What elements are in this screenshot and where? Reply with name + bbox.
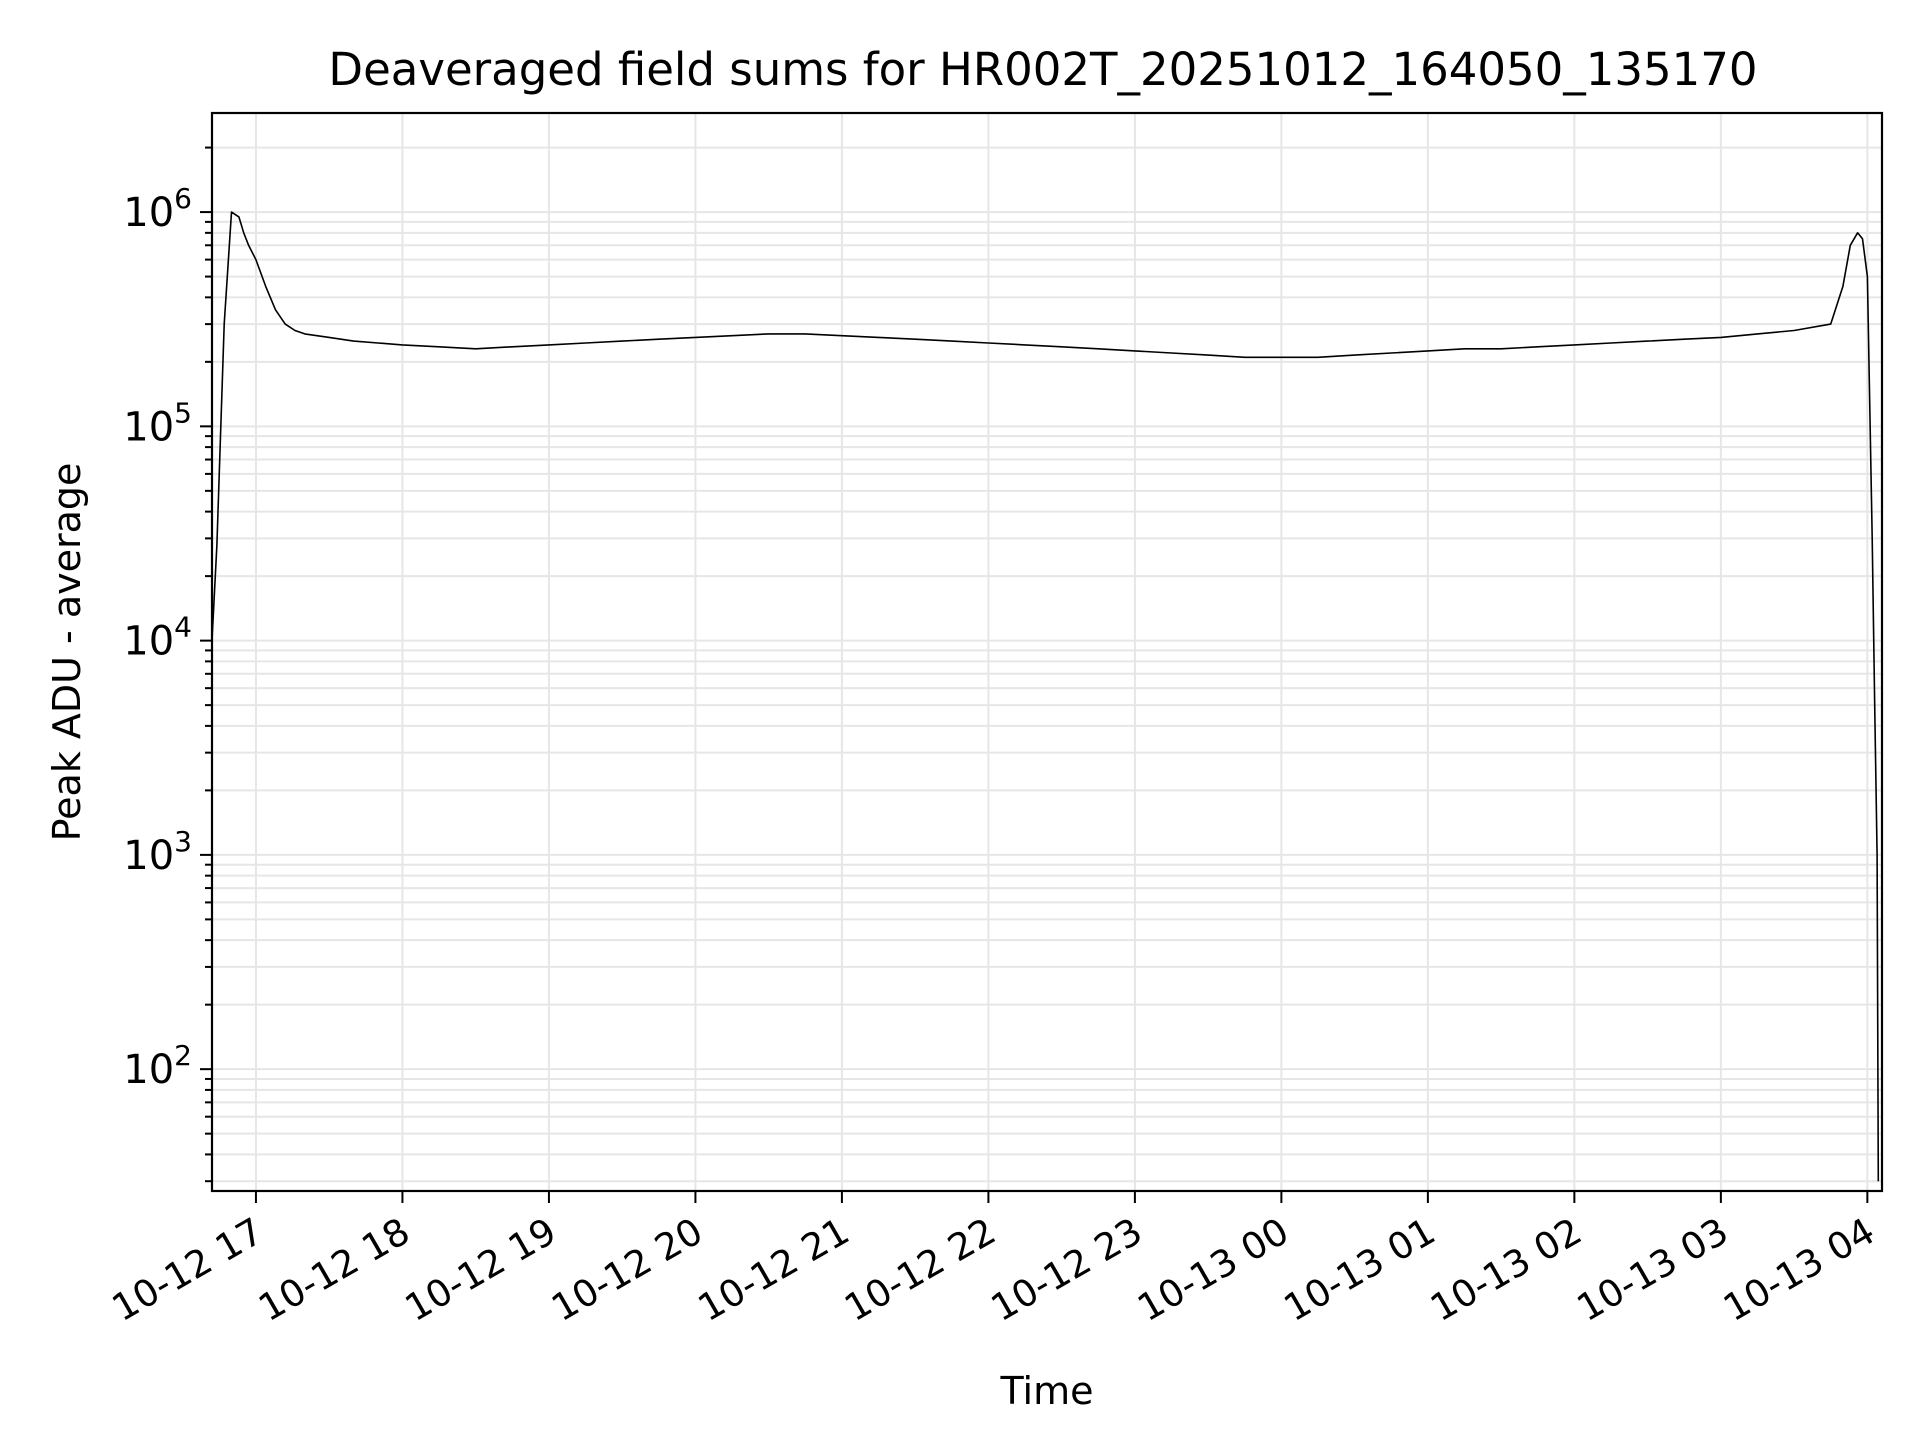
chart-title: Deaveraged field sums for HR002T_2025101… bbox=[328, 43, 1757, 96]
series-group bbox=[211, 211, 1880, 1182]
y-tick-label: 105 bbox=[123, 396, 192, 450]
x-axis-label: Time bbox=[1000, 1369, 1094, 1413]
grid bbox=[212, 113, 1882, 1191]
y-axis-label: Peak ADU - average bbox=[45, 463, 89, 842]
y-tick-label: 103 bbox=[123, 825, 192, 879]
plot-frame bbox=[210, 111, 1884, 1193]
y-tick-label: 102 bbox=[123, 1039, 192, 1093]
series-line bbox=[211, 211, 1880, 1182]
y-tick-label: 106 bbox=[123, 182, 192, 236]
y-tick-label: 104 bbox=[123, 611, 192, 665]
y-axis-ticks: 102 103 104 105 106 bbox=[123, 146, 212, 1183]
